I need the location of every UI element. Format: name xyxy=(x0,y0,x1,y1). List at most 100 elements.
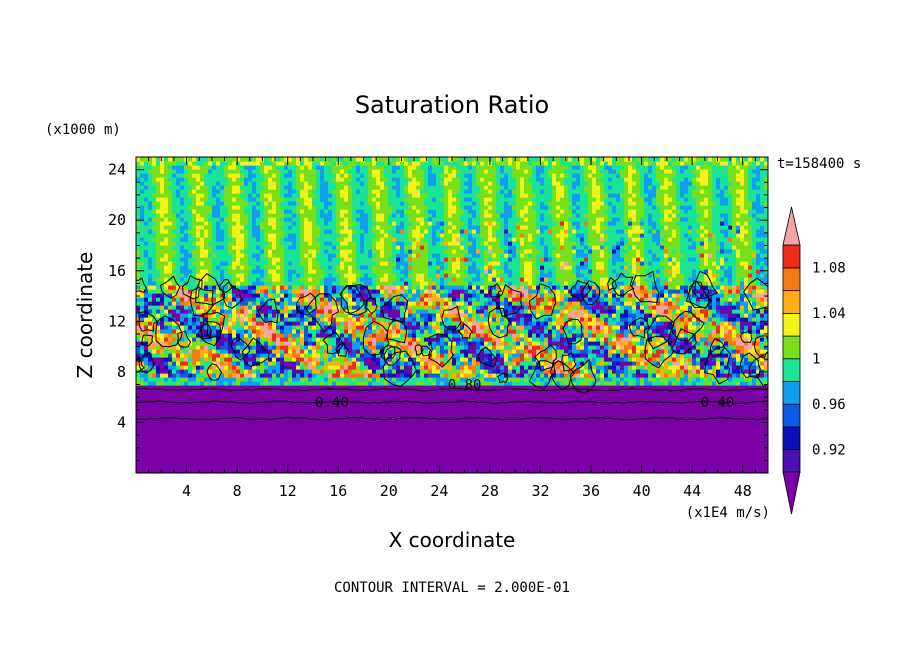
field-cell xyxy=(248,373,253,378)
field-cell xyxy=(304,465,309,470)
field-cell xyxy=(728,405,733,410)
field-cell xyxy=(756,389,761,394)
field-cell xyxy=(676,381,681,386)
field-cell xyxy=(760,465,765,470)
field-cell xyxy=(692,353,697,358)
field-cell xyxy=(596,401,601,406)
field-cell xyxy=(580,401,585,406)
field-cell xyxy=(568,393,573,398)
field-cell xyxy=(764,425,768,430)
field-cell xyxy=(368,357,373,362)
field-cell xyxy=(588,349,593,354)
field-cell xyxy=(316,381,321,386)
field-cell xyxy=(344,365,349,370)
field-cell xyxy=(656,421,661,426)
field-cell xyxy=(700,461,705,466)
field-cell xyxy=(192,373,197,378)
field-cell xyxy=(416,397,421,402)
field-cell xyxy=(548,417,553,422)
field-cell xyxy=(692,361,697,366)
field-cell xyxy=(728,369,733,374)
field-cell xyxy=(184,449,189,454)
field-cell xyxy=(572,433,577,438)
field-cell xyxy=(272,369,277,374)
field-cell xyxy=(624,397,629,402)
field-cell xyxy=(668,349,673,354)
field-cell xyxy=(152,425,157,430)
field-cell xyxy=(284,405,289,410)
field-cell xyxy=(316,361,321,366)
field-cell xyxy=(260,429,265,434)
field-cell xyxy=(452,421,457,426)
field-cell xyxy=(356,445,361,450)
field-cell xyxy=(748,365,753,370)
field-cell xyxy=(328,405,333,410)
field-cell xyxy=(188,405,193,410)
field-cell xyxy=(756,409,761,414)
field-cell xyxy=(332,377,337,382)
field-cell xyxy=(536,349,541,354)
field-cell xyxy=(696,373,701,378)
field-cell xyxy=(624,449,629,454)
field-cell xyxy=(172,457,177,462)
field-cell xyxy=(164,381,169,386)
field-cell xyxy=(504,381,509,386)
field-cell xyxy=(180,425,185,430)
field-cell xyxy=(196,381,201,386)
field-cell xyxy=(544,409,549,414)
field-cell xyxy=(472,457,477,462)
field-cell xyxy=(376,433,381,438)
field-cell xyxy=(732,429,737,434)
field-cell xyxy=(248,377,253,382)
field-cell xyxy=(236,397,241,402)
field-cell xyxy=(408,365,413,370)
field-cell xyxy=(232,425,237,430)
field-cell xyxy=(444,393,449,398)
field-cell xyxy=(524,353,529,358)
field-cell xyxy=(272,469,277,473)
field-cell xyxy=(612,413,617,418)
field-cell xyxy=(600,433,605,438)
field-cell xyxy=(628,433,633,438)
field-cell xyxy=(420,397,425,402)
field-cell xyxy=(460,413,465,418)
field-cell xyxy=(504,373,509,378)
field-cell xyxy=(532,353,537,358)
field-cell xyxy=(756,401,761,406)
field-cell xyxy=(628,469,633,473)
field-cell xyxy=(328,389,333,394)
field-cell xyxy=(720,393,725,398)
field-cell xyxy=(520,373,525,378)
field-cell xyxy=(140,441,145,446)
field-cell xyxy=(744,409,749,414)
field-cell xyxy=(752,393,757,398)
field-cell xyxy=(640,453,645,458)
field-cell xyxy=(508,445,513,450)
field-cell xyxy=(388,445,393,450)
field-cell xyxy=(496,409,501,414)
field-cell xyxy=(540,433,545,438)
field-cell xyxy=(364,361,369,366)
field-cell xyxy=(168,409,173,414)
field-cell xyxy=(392,373,397,378)
field-cell xyxy=(648,437,653,442)
field-cell xyxy=(644,449,649,454)
field-cell xyxy=(524,421,529,426)
field-cell xyxy=(332,465,337,470)
field-cell xyxy=(480,357,485,362)
field-cell xyxy=(288,437,293,442)
field-cell xyxy=(584,465,589,470)
field-cell xyxy=(552,437,557,442)
field-cell xyxy=(188,421,193,426)
field-cell xyxy=(492,373,497,378)
field-cell xyxy=(344,465,349,470)
field-cell xyxy=(552,401,557,406)
field-cell xyxy=(144,469,149,473)
field-cell xyxy=(396,345,401,350)
field-cell xyxy=(712,385,717,390)
field-cell xyxy=(688,349,693,354)
field-cell xyxy=(648,417,653,422)
field-cell xyxy=(152,349,157,354)
field-cell xyxy=(160,441,165,446)
field-cell xyxy=(532,409,537,414)
